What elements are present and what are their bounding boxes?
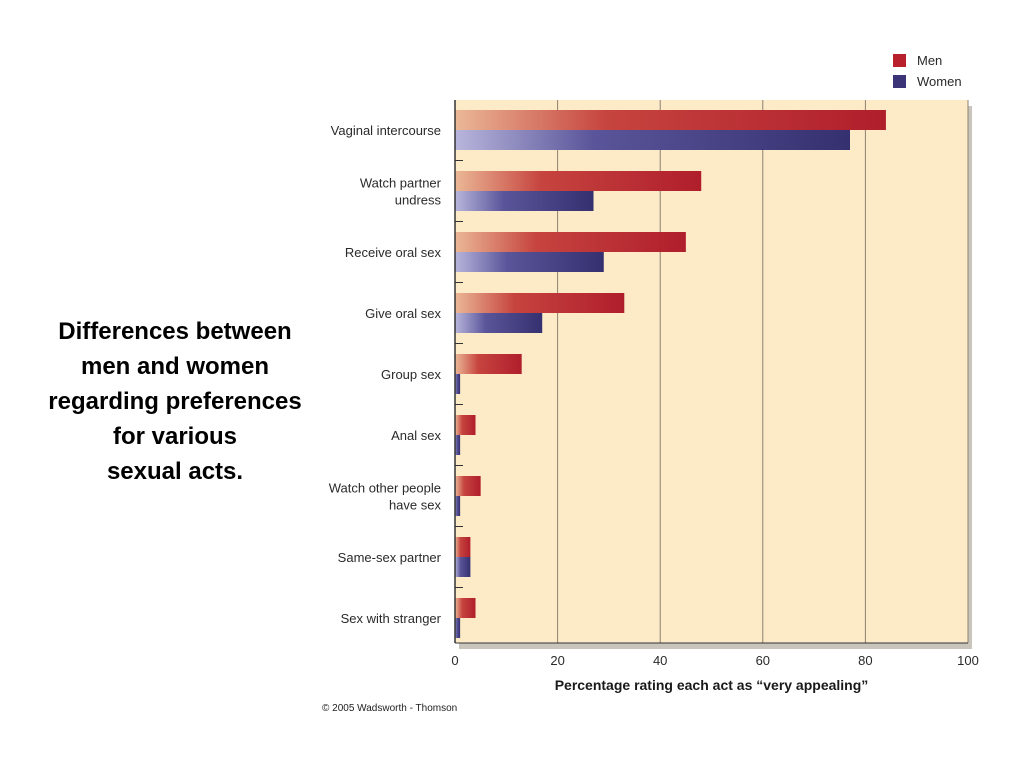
bar-women bbox=[455, 252, 604, 272]
category-label: Anal sex bbox=[391, 428, 441, 443]
caption-line: regarding preferences bbox=[48, 388, 302, 415]
bar-women bbox=[455, 313, 543, 333]
copyright-notice: © 2005 Wadsworth - Thomson bbox=[322, 703, 458, 714]
x-tick-label: 0 bbox=[451, 653, 458, 668]
caption-line: sexual acts. bbox=[106, 458, 244, 485]
bar-men bbox=[455, 232, 686, 252]
caption-line: for various bbox=[112, 423, 238, 450]
caption-line: men and women bbox=[80, 353, 270, 380]
x-axis-title: Percentage rating each act as “very appe… bbox=[555, 677, 869, 693]
legend-label: Men bbox=[917, 53, 942, 68]
category-label: Receive oral sex bbox=[345, 245, 442, 260]
bar-men bbox=[455, 598, 476, 618]
category-label: Give oral sex bbox=[365, 306, 441, 321]
bar-men bbox=[455, 293, 625, 313]
bar-men bbox=[455, 476, 481, 496]
legend: Men Women bbox=[893, 53, 962, 89]
legend-label: Women bbox=[917, 74, 962, 89]
category-label: Watch other people bbox=[329, 481, 441, 496]
bar-women bbox=[455, 191, 594, 211]
bar-women bbox=[455, 618, 461, 638]
category-label: Group sex bbox=[381, 367, 441, 382]
category-label: Same-sex partner bbox=[338, 550, 442, 565]
x-tick-label: 100 bbox=[957, 653, 979, 668]
bar-women bbox=[455, 374, 461, 394]
bar-women bbox=[455, 130, 851, 150]
bar-men bbox=[455, 171, 702, 191]
category-label: Vaginal intercourse bbox=[331, 123, 441, 138]
bar-women bbox=[455, 435, 461, 455]
bar-women bbox=[455, 496, 461, 516]
legend-swatch bbox=[893, 54, 906, 67]
bar-men bbox=[455, 354, 522, 374]
x-tick-label: 80 bbox=[858, 653, 872, 668]
bar-men bbox=[455, 537, 471, 557]
bar-men bbox=[455, 110, 886, 130]
x-tick-label: 40 bbox=[653, 653, 667, 668]
x-tick-label: 60 bbox=[756, 653, 770, 668]
legend-swatch bbox=[893, 75, 906, 88]
bar-men bbox=[455, 415, 476, 435]
x-tick-label: 20 bbox=[550, 653, 564, 668]
bar-women bbox=[455, 557, 471, 577]
category-label: undress bbox=[395, 193, 442, 208]
category-label: have sex bbox=[389, 498, 442, 513]
slide-caption: Differences between men and women regard… bbox=[18, 314, 332, 489]
caption-line: Differences between bbox=[58, 318, 292, 345]
category-label: Watch partner bbox=[360, 176, 442, 191]
category-label: Sex with stranger bbox=[341, 611, 442, 626]
